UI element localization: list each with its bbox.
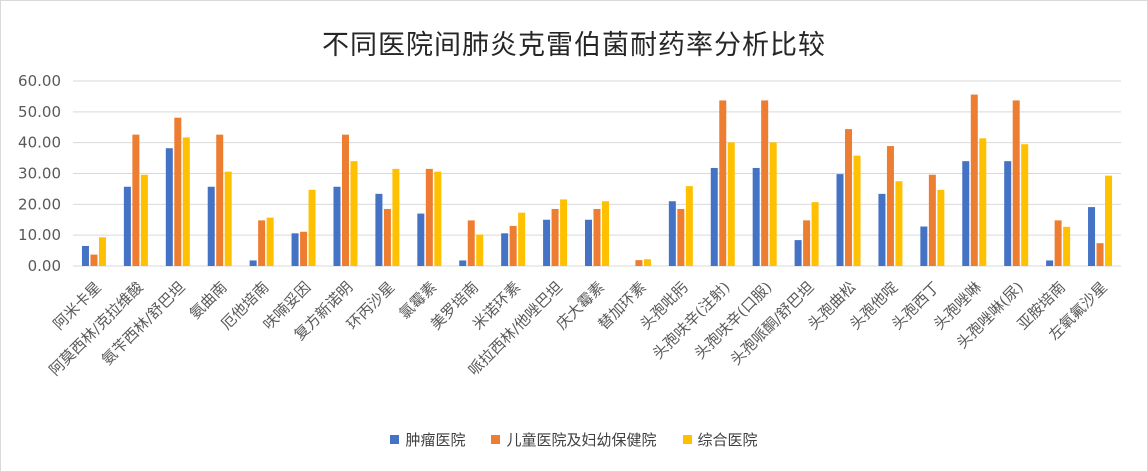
- bar-1-1: [81, 245, 89, 266]
- bar-3-11: [518, 212, 526, 266]
- bar-1-4: [207, 186, 215, 266]
- legend-label: 综合医院: [697, 431, 758, 449]
- bar-2-5: [258, 220, 266, 266]
- chart-title: 不同医院间肺炎克雷伯菌耐药率分析比较: [322, 30, 826, 61]
- bar-2-14: [635, 260, 643, 266]
- bar-1-22: [962, 161, 970, 266]
- bar-2-8: [383, 208, 391, 266]
- bar-3-17: [769, 142, 777, 266]
- bar-2-19: [845, 129, 853, 266]
- bar-2-12: [551, 208, 559, 266]
- legend-item: 儿童医院及妇幼保健院: [491, 429, 657, 450]
- bar-3-23: [1021, 144, 1029, 266]
- bar-3-21: [937, 189, 945, 266]
- bar-3-2: [140, 174, 148, 266]
- bar-1-2: [123, 186, 131, 266]
- bar-1-17: [752, 167, 760, 266]
- bar-1-5: [249, 260, 257, 266]
- y-tick-label: 30.00: [18, 165, 61, 183]
- y-axis-tick-labels: 0.00 10.00 20.00 30.00 40.00 50.00 60.00: [18, 72, 61, 275]
- bar-1-15: [668, 201, 676, 266]
- y-tick-label: 60.00: [18, 72, 61, 90]
- y-tick-label: 10.00: [18, 226, 61, 244]
- bar-3-1: [98, 237, 106, 266]
- bar-1-25: [1088, 207, 1096, 266]
- bar-2-22: [970, 94, 978, 266]
- bar-2-13: [593, 208, 601, 266]
- bar-1-16: [710, 167, 718, 266]
- y-tick-label: 0.00: [28, 257, 61, 275]
- bar-1-10: [459, 260, 467, 266]
- legend-label: 儿童医院及妇幼保健院: [506, 431, 657, 449]
- bar-3-9: [434, 171, 442, 266]
- bar-1-13: [585, 219, 592, 266]
- bar-2-1: [90, 254, 98, 266]
- bar-1-18: [794, 240, 802, 266]
- legend-label: 肿瘤医院: [405, 431, 466, 449]
- bar-3-14: [643, 259, 651, 266]
- bar-1-19: [836, 174, 844, 266]
- bar-1-8: [375, 193, 383, 266]
- bar-2-23: [1012, 100, 1020, 266]
- bar-3-3: [182, 137, 190, 266]
- bar-2-2: [132, 134, 140, 266]
- bar-1-12: [543, 219, 551, 266]
- bar-1-21: [920, 226, 928, 266]
- bar-2-18: [803, 220, 811, 266]
- bar-3-25: [1105, 175, 1113, 266]
- bar-2-4: [216, 134, 224, 266]
- bars: [81, 94, 1113, 267]
- legend: 肿瘤医院 儿童医院及妇幼保健院 综合医院: [1, 429, 1147, 450]
- bar-2-10: [467, 220, 475, 266]
- bar-2-20: [886, 146, 894, 266]
- bar-3-20: [895, 181, 903, 266]
- legend-swatch: [682, 435, 692, 444]
- y-tick-label: 40.00: [18, 134, 61, 152]
- bar-3-5: [266, 217, 274, 266]
- bar-2-24: [1054, 220, 1062, 266]
- legend-item: 肿瘤医院: [390, 429, 465, 450]
- bar-2-9: [425, 168, 433, 267]
- bar-3-6: [308, 189, 316, 266]
- bar-3-15: [685, 186, 693, 266]
- bar-2-21: [928, 174, 936, 266]
- bar-3-4: [224, 171, 232, 266]
- bar-1-11: [501, 233, 509, 266]
- bar-2-17: [761, 100, 769, 266]
- x-axis-tick-labels: 阿米卡星阿莫西林/克拉维酸氨苄西林/舒巴坦氨曲南厄他培南呋喃妥因复方新诺明环丙沙…: [46, 278, 1111, 379]
- bar-2-16: [719, 100, 727, 266]
- bar-1-24: [1046, 260, 1054, 266]
- bar-3-13: [602, 201, 609, 266]
- bar-3-19: [853, 155, 861, 266]
- bar-3-7: [350, 161, 358, 266]
- bar-3-16: [727, 142, 735, 266]
- bar-2-3: [174, 117, 182, 266]
- bar-2-15: [677, 208, 685, 266]
- bar-3-18: [811, 202, 819, 266]
- bar-3-8: [392, 168, 400, 267]
- y-tick-label: 20.00: [18, 195, 61, 213]
- legend-item: 综合医院: [682, 429, 758, 450]
- bar-3-10: [476, 234, 484, 266]
- legend-swatch: [491, 435, 501, 444]
- bar-2-25: [1096, 243, 1104, 266]
- bar-1-3: [165, 148, 173, 266]
- bar-1-20: [878, 193, 886, 266]
- bar-3-22: [979, 138, 987, 266]
- bar-1-6: [291, 233, 299, 266]
- bar-3-24: [1063, 226, 1071, 266]
- legend-swatch: [390, 435, 400, 444]
- bar-3-12: [560, 199, 568, 266]
- bar-1-9: [417, 213, 425, 266]
- bar-1-23: [1004, 161, 1012, 266]
- y-tick-label: 50.00: [18, 103, 61, 121]
- bar-2-11: [509, 225, 517, 266]
- bar-2-7: [341, 134, 349, 266]
- bar-2-6: [300, 231, 308, 266]
- bar-1-7: [333, 186, 341, 266]
